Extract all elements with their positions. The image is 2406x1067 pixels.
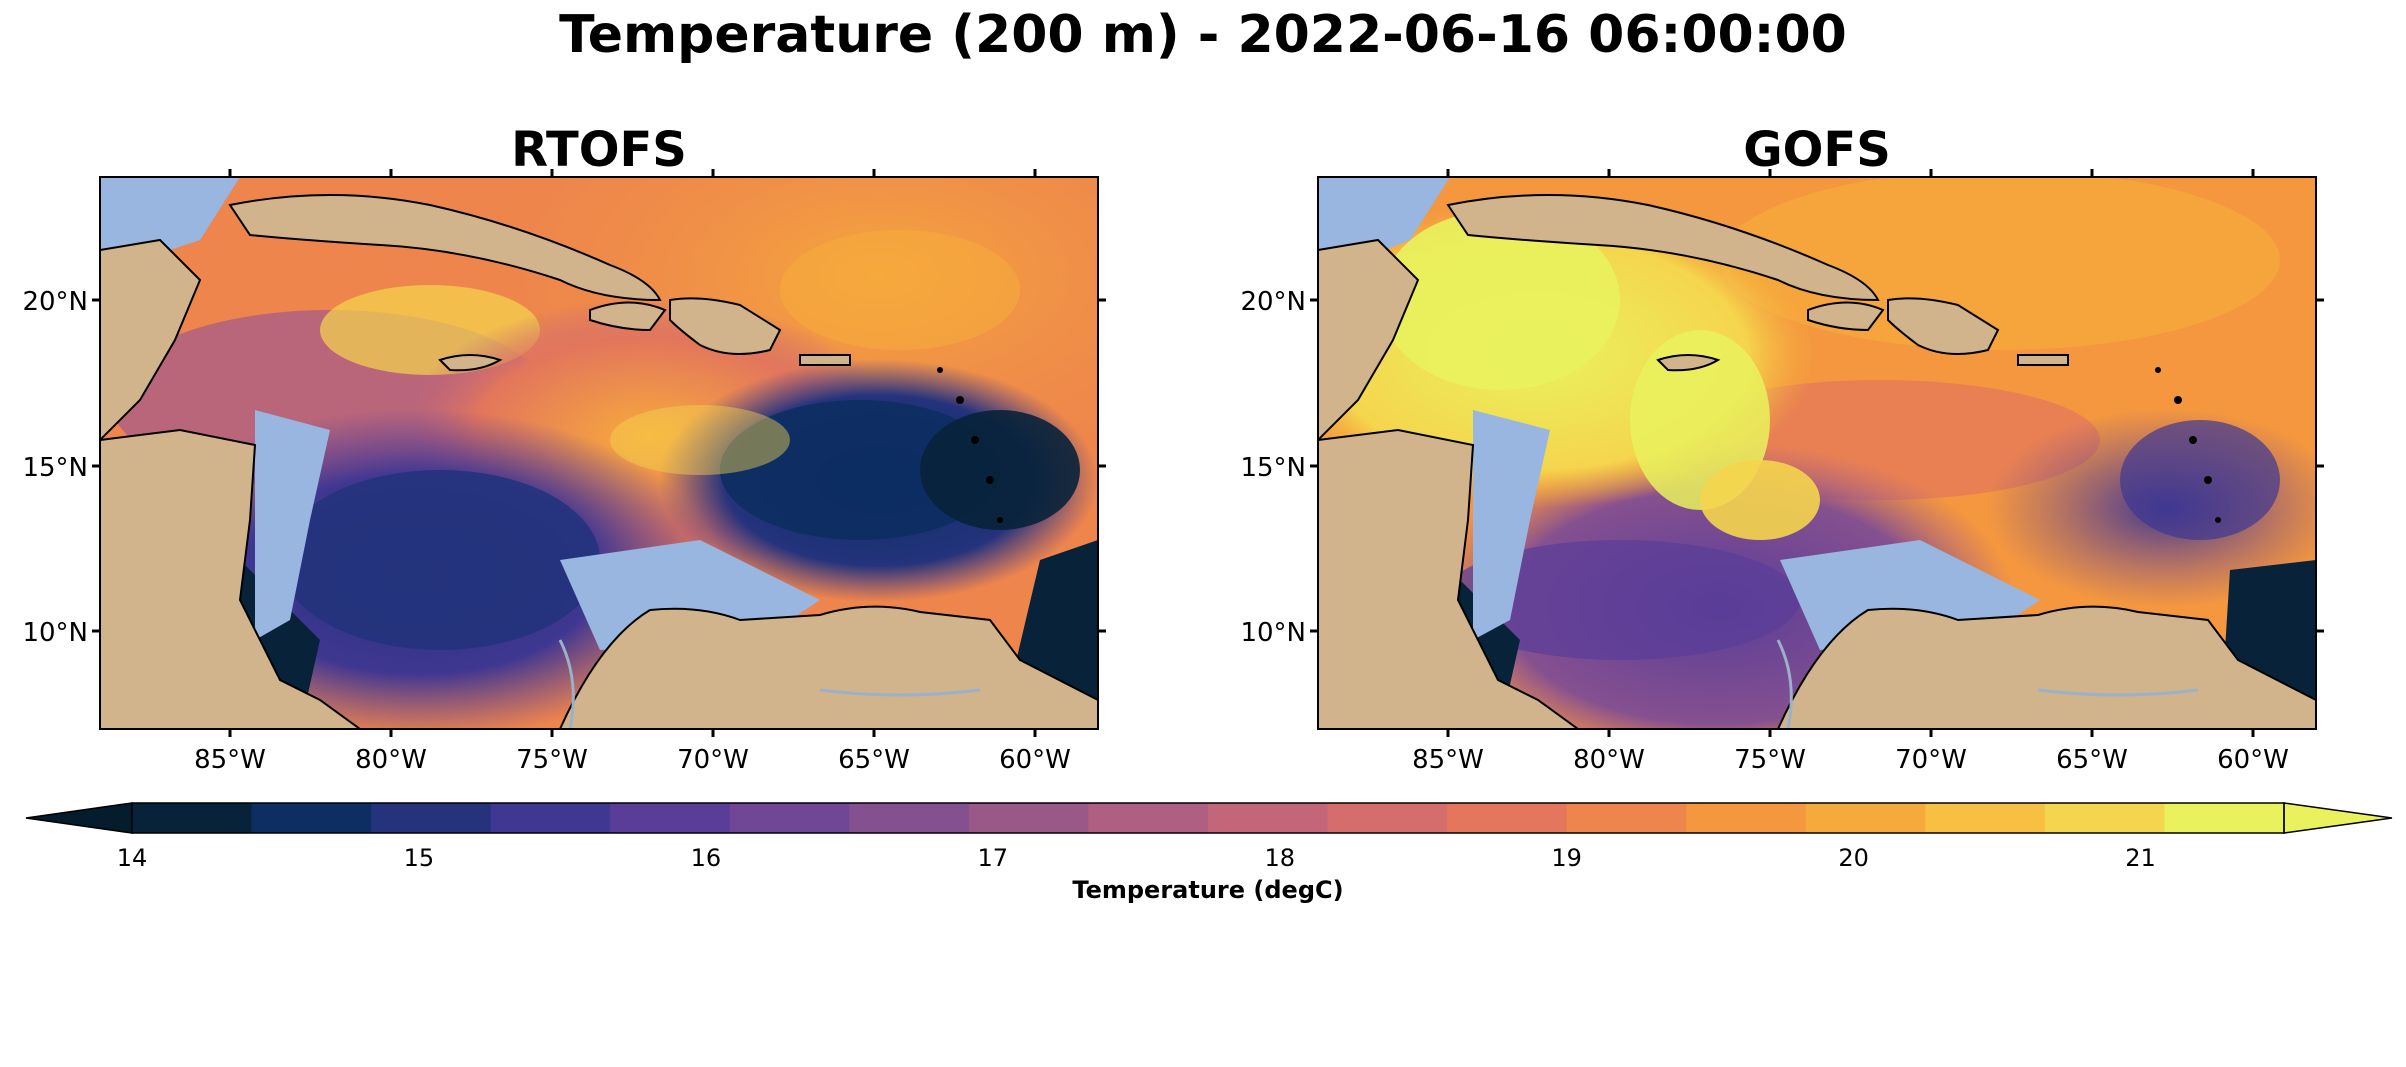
lat-label: 15°N — [1240, 453, 1306, 483]
map-rtofs — [100, 177, 1098, 729]
colorbar-tick-label: 21 — [2125, 844, 2156, 872]
colorbar-bin — [2044, 803, 2166, 833]
lon-label: 85°W — [1412, 745, 1484, 775]
colorbar-bin — [251, 803, 372, 833]
colorbar-bin — [371, 803, 492, 833]
colorbar-tick-label: 16 — [691, 844, 722, 872]
colorbar-bin — [490, 803, 611, 833]
lon-label: 65°W — [838, 745, 910, 775]
panel-title: GOFS — [1743, 122, 1891, 178]
lon-label: 65°W — [2056, 745, 2128, 775]
lon-label: 60°W — [999, 745, 1071, 775]
colorbar-bin — [1566, 803, 1687, 833]
panel-gofs: GOFS — [1240, 122, 2324, 775]
panel-title: RTOFS — [511, 122, 687, 178]
map-frame — [99, 176, 1099, 730]
lon-label: 60°W — [2217, 745, 2289, 775]
figure-title: Temperature (200 m) - 2022-06-16 06:00:0… — [559, 5, 1847, 65]
colorbar-bin — [1327, 803, 1448, 833]
colorbar-bin — [610, 803, 731, 833]
colorbar-tick-label: 17 — [978, 844, 1009, 872]
colorbar-tick-label: 18 — [1264, 844, 1295, 872]
colorbar-bin — [1088, 803, 1209, 833]
colorbar-ticks: 14 15 16 17 18 19 20 21 — [117, 844, 2156, 872]
river — [1776, 639, 2199, 729]
lat-label: 10°N — [1240, 618, 1306, 648]
lon-label: 80°W — [355, 745, 427, 775]
lon-label: 80°W — [1573, 745, 1645, 775]
map-gofs — [1318, 177, 2316, 729]
colorbar-under-arrow — [25, 802, 133, 834]
colorbar: 14 15 16 17 18 19 20 21 Temperature (degC) — [25, 802, 2393, 904]
colorbar-bin — [1208, 803, 1329, 833]
land — [100, 194, 1098, 729]
lat-label: 20°N — [1240, 287, 1306, 317]
colorbar-tick-label: 15 — [404, 844, 435, 872]
shelf-water — [100, 177, 240, 300]
map-frame — [1317, 176, 2317, 730]
lon-label: 75°W — [1734, 745, 1806, 775]
colorbar-bins — [132, 803, 2285, 833]
colorbar-tick-label: 20 — [1838, 844, 1869, 872]
colorbar-bin — [968, 803, 1090, 833]
colorbar-label: Temperature (degC) — [1072, 876, 1343, 904]
colorbar-frame — [131, 802, 2285, 834]
colorbar-over-arrow — [2283, 802, 2393, 834]
panel-rtofs: RTOFS — [22, 122, 1106, 775]
land — [1318, 194, 2316, 729]
colorbar-bin — [729, 803, 850, 833]
colorbar-bin — [1805, 803, 1926, 833]
lon-label: 85°W — [194, 745, 266, 775]
lat-label: 20°N — [22, 287, 88, 317]
lon-label: 70°W — [1895, 745, 1967, 775]
colorbar-bin — [132, 803, 253, 833]
lon-label: 70°W — [677, 745, 749, 775]
lon-label: 75°W — [516, 745, 588, 775]
colorbar-bin — [849, 803, 970, 833]
colorbar-bin — [1925, 803, 2046, 833]
lat-label: 15°N — [22, 453, 88, 483]
lat-label: 10°N — [22, 618, 88, 648]
colorbar-bin — [1447, 803, 1568, 833]
colorbar-bin — [1686, 803, 1807, 833]
colorbar-bin — [2164, 803, 2285, 833]
colorbar-tick-label: 19 — [1551, 844, 1582, 872]
colorbar-tick-label: 14 — [117, 844, 148, 872]
river — [558, 639, 981, 729]
